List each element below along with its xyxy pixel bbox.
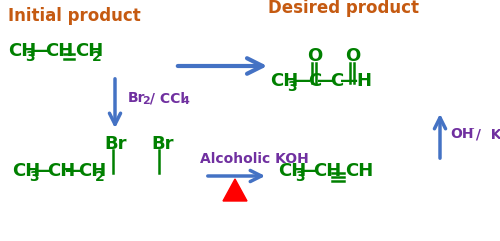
Text: —: —	[34, 162, 52, 180]
Text: CH: CH	[45, 42, 73, 60]
Text: —: —	[317, 72, 335, 90]
Text: OH: OH	[450, 127, 473, 141]
Text: 3: 3	[287, 80, 296, 94]
Text: CH: CH	[75, 42, 104, 60]
Text: 3: 3	[25, 50, 34, 64]
Text: C: C	[308, 72, 321, 90]
Text: O: O	[307, 47, 322, 65]
Text: CH: CH	[47, 162, 75, 180]
Text: 4: 4	[182, 96, 190, 106]
Text: CH: CH	[278, 162, 306, 180]
Text: ⁻: ⁻	[468, 126, 474, 136]
Polygon shape	[223, 179, 247, 201]
Text: O: O	[345, 47, 360, 65]
Text: —: —	[293, 72, 311, 90]
Text: Br: Br	[104, 135, 126, 153]
Text: / CCl: / CCl	[145, 91, 185, 105]
Text: CH: CH	[345, 162, 373, 180]
Text: Initial product: Initial product	[8, 7, 141, 25]
Text: CH: CH	[313, 162, 341, 180]
Text: Br: Br	[151, 135, 174, 153]
Text: 3: 3	[29, 170, 38, 184]
Text: CH: CH	[8, 42, 36, 60]
Text: H: H	[356, 72, 371, 90]
Text: 2: 2	[92, 50, 102, 64]
Text: C: C	[330, 72, 343, 90]
Text: —: —	[32, 42, 50, 60]
Text: CH: CH	[270, 72, 298, 90]
Text: —: —	[340, 72, 358, 90]
Text: 3: 3	[295, 170, 304, 184]
Text: CH: CH	[78, 162, 106, 180]
Text: Alcoholic KOH: Alcoholic KOH	[200, 152, 309, 166]
Text: Br: Br	[128, 91, 146, 105]
Text: CH: CH	[12, 162, 40, 180]
Text: /  KMnO: / KMnO	[471, 127, 500, 141]
Text: Desired product: Desired product	[268, 0, 419, 17]
Text: 2: 2	[142, 96, 150, 106]
Text: 2: 2	[95, 170, 105, 184]
Text: —: —	[300, 162, 318, 180]
Text: —: —	[65, 162, 83, 180]
